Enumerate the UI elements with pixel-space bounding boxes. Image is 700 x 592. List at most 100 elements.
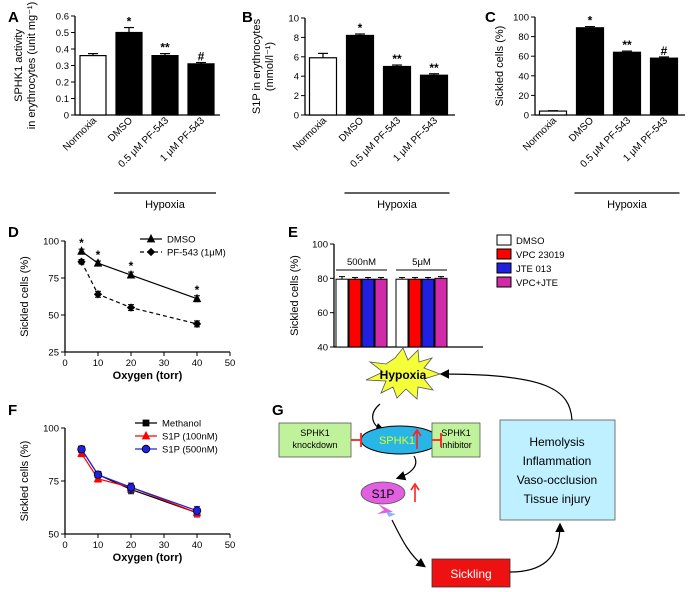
y-tick-label: 4 [294, 72, 299, 83]
panel-label-a: A [8, 9, 19, 26]
bar [115, 31, 143, 116]
y-tick-label: 25 [48, 348, 59, 359]
data-point [77, 246, 86, 255]
y-tick-label: 60 [317, 308, 328, 319]
bar [348, 278, 362, 348]
y-tick-label: 50 [48, 311, 59, 322]
y-axis-label: Sickled cells (%) [289, 255, 301, 336]
legend-swatch [496, 276, 512, 288]
significance-label: ** [392, 52, 402, 66]
s1p-tail-icon [377, 504, 396, 517]
y-tick-label: 0.1 [56, 94, 69, 105]
data-point [141, 444, 151, 454]
y-tick-label: 0 [294, 111, 299, 122]
bar [308, 57, 338, 116]
legend-label: PF-543 (1μM) [167, 248, 226, 259]
up-arrow-icon [410, 482, 420, 502]
group-label: 5μM [412, 257, 431, 268]
category-label: DMSO [337, 115, 366, 144]
significance-label: ** [160, 41, 170, 55]
inhibitor-line-2: inhibitor [440, 440, 472, 450]
outcome-hemolysis: Hemolysis [529, 435, 584, 449]
x-tick-label: 0 [62, 540, 67, 551]
data-point [93, 290, 103, 299]
panel-label-b: B [242, 9, 253, 26]
legend-swatch [496, 262, 512, 274]
y-tick-label: 0.6 [56, 12, 69, 23]
legend-label: DMSO [167, 235, 196, 246]
y-axis-label: Sickled cells (%) [494, 26, 506, 107]
hypoxia-burst [365, 347, 442, 400]
y-tick-label: 75 [48, 274, 59, 285]
outcome-inflammation: Inflammation [523, 454, 592, 468]
bar [649, 57, 679, 116]
y-axis-label: Sickled cells (%) [19, 441, 31, 522]
up-arrow-icon [412, 428, 422, 449]
y-tick-label: 0.5 [56, 28, 69, 39]
y-tick-label: 50 [48, 530, 59, 541]
x-tick-label: 30 [159, 540, 170, 551]
y-tick-label: 0.4 [56, 45, 69, 56]
data-point [77, 445, 86, 454]
s1p-node [360, 481, 406, 505]
bar [151, 54, 179, 116]
outcome-tissue-injury: Tissue injury [524, 492, 591, 506]
bar [612, 51, 642, 116]
y-tick-label: 0 [64, 111, 69, 122]
bar [361, 278, 375, 348]
chart-panel-d: 25 50 75 100 0 10 20 30 40 50 Oxygen (torr) Sickled… [19, 233, 235, 382]
bar [382, 65, 412, 116]
legend-label: VPC 23019 [516, 250, 565, 261]
x-tick-label: 0 [62, 358, 67, 369]
data-point [141, 430, 151, 440]
y-tick-label: 60 [518, 52, 529, 63]
arrow-sphk1-to-s1p [395, 455, 417, 481]
significance-label: * [127, 15, 132, 29]
panel-label-d: D [8, 224, 19, 241]
data-point [77, 257, 86, 266]
series-line [80, 448, 198, 512]
panel-label-e: E [288, 224, 298, 241]
knockdown-line-2: knockdown [292, 440, 337, 450]
bar [408, 278, 422, 348]
bar [575, 27, 605, 116]
x-axis-label: Oxygen (torr) [113, 552, 183, 564]
significance-label: * [79, 236, 84, 250]
category-label: DMSO [106, 115, 135, 144]
data-point [126, 269, 136, 279]
y-tick-label: 8 [294, 33, 299, 44]
chart-panel-a: 0 0.1 0.2 0.3 0.4 0.5 0.6 SPHK1 activityin eryt… [13, 2, 220, 211]
x-tick-label: 30 [159, 358, 170, 369]
significance-label: * [358, 21, 363, 35]
x-tick-label: 50 [225, 540, 236, 551]
y-tick-label: 20 [518, 91, 529, 102]
data-point [192, 293, 202, 303]
x-tick-label: 10 [93, 358, 104, 369]
series-line [80, 261, 198, 325]
y-axis-label: S1P in erythrocytes(mmol/l⁻¹) [251, 18, 276, 114]
y-tick-label: 40 [518, 71, 529, 82]
y-tick-label: 100 [43, 424, 59, 435]
y-tick-label: 0.2 [56, 78, 69, 89]
inhibitor-line-1: SPHK1 [441, 428, 471, 438]
significance-label: ** [622, 38, 632, 52]
x-tick-label: 40 [192, 358, 203, 369]
data-point [192, 319, 202, 329]
x-tick-label: 20 [126, 358, 137, 369]
bar [434, 277, 448, 348]
y-tick-label: 10 [288, 14, 299, 25]
panel-label-g: G [272, 402, 284, 419]
category-label: DMSO [567, 115, 596, 144]
group-label: Hypoxia [607, 199, 648, 211]
y-tick-label: 0 [524, 111, 529, 122]
legend-swatch [496, 248, 512, 260]
y-axis-label: SPHK1 activityin erythrocytes (unit mg⁻¹… [13, 2, 38, 129]
y-tick-label: 80 [317, 274, 328, 285]
data-point [93, 470, 103, 479]
bar [345, 34, 375, 116]
s1p-label: S1P [372, 487, 395, 501]
sickling-box [431, 558, 511, 588]
significance-label: ** [429, 61, 439, 75]
